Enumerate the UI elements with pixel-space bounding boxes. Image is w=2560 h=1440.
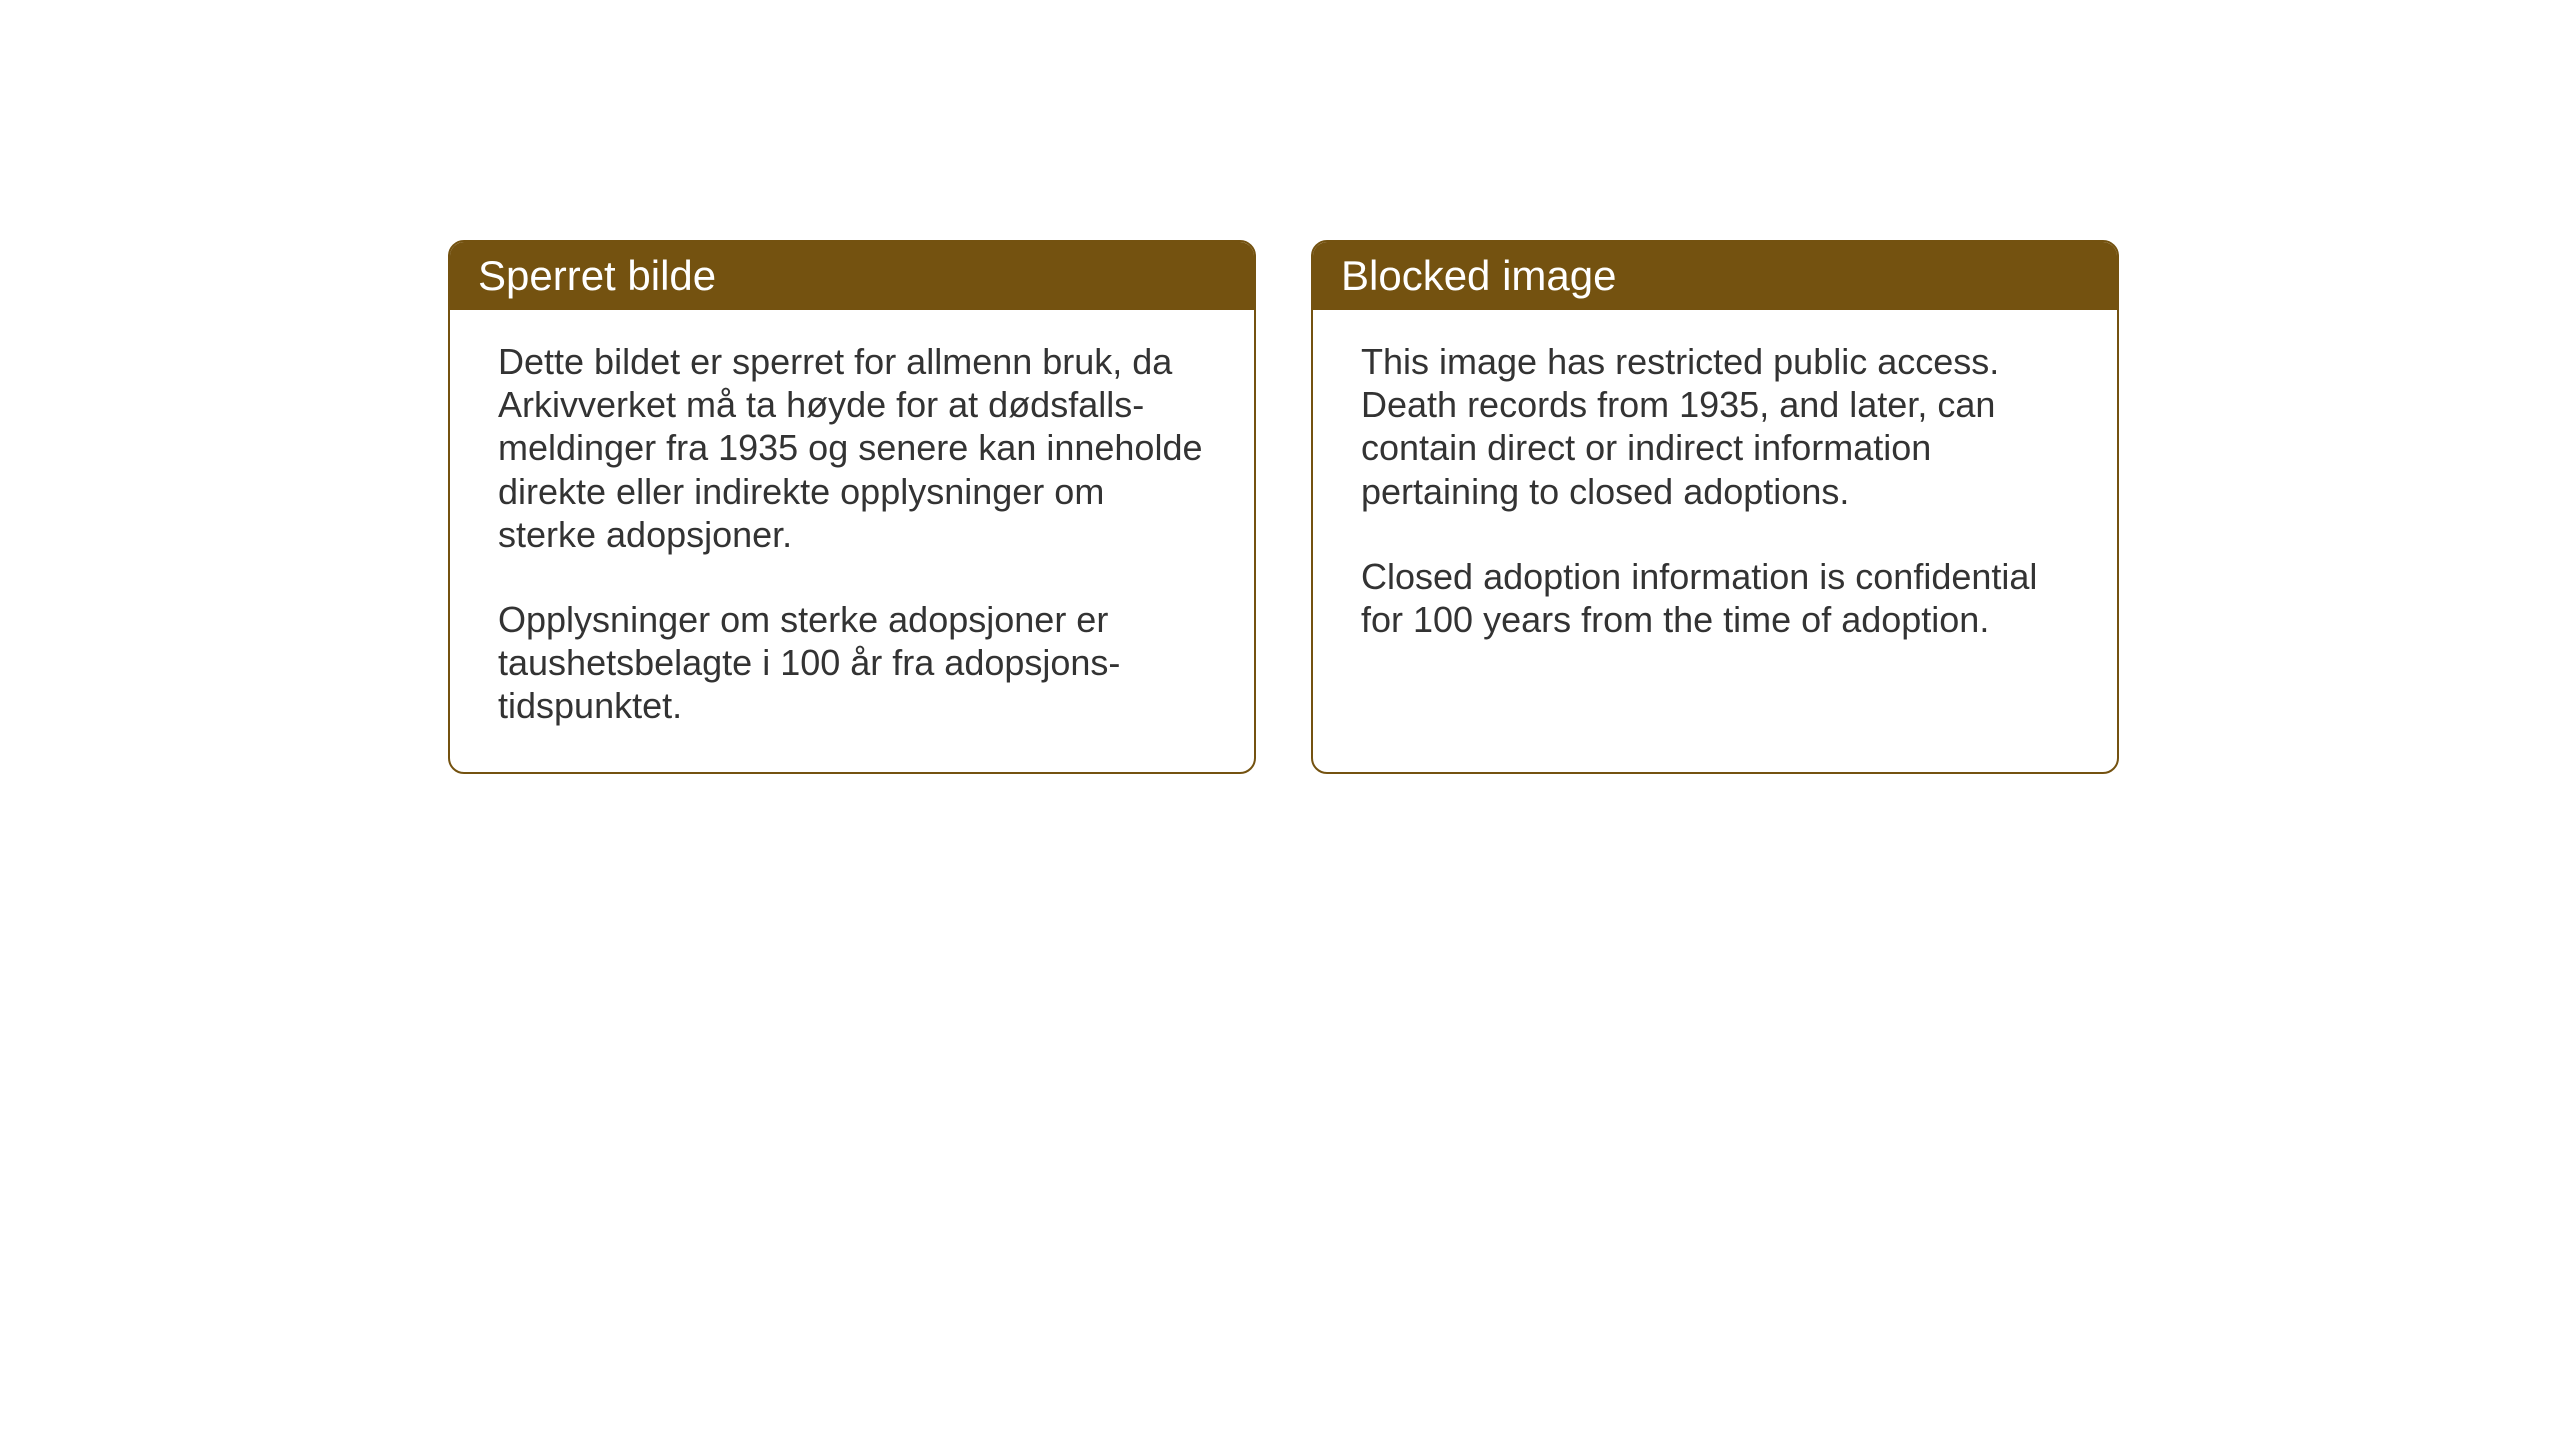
english-notice-card: Blocked image This image has restricted … xyxy=(1311,240,2119,774)
english-card-title: Blocked image xyxy=(1313,242,2117,310)
notice-cards-container: Sperret bilde Dette bildet er sperret fo… xyxy=(448,240,2119,774)
norwegian-paragraph-2: Opplysninger om sterke adopsjoner er tau… xyxy=(498,598,1206,728)
norwegian-card-body: Dette bildet er sperret for allmenn bruk… xyxy=(450,310,1254,772)
norwegian-notice-card: Sperret bilde Dette bildet er sperret fo… xyxy=(448,240,1256,774)
english-paragraph-2: Closed adoption information is confident… xyxy=(1361,555,2069,641)
norwegian-card-title: Sperret bilde xyxy=(450,242,1254,310)
english-paragraph-1: This image has restricted public access.… xyxy=(1361,340,2069,513)
english-card-body: This image has restricted public access.… xyxy=(1313,310,2117,727)
norwegian-paragraph-1: Dette bildet er sperret for allmenn bruk… xyxy=(498,340,1206,556)
